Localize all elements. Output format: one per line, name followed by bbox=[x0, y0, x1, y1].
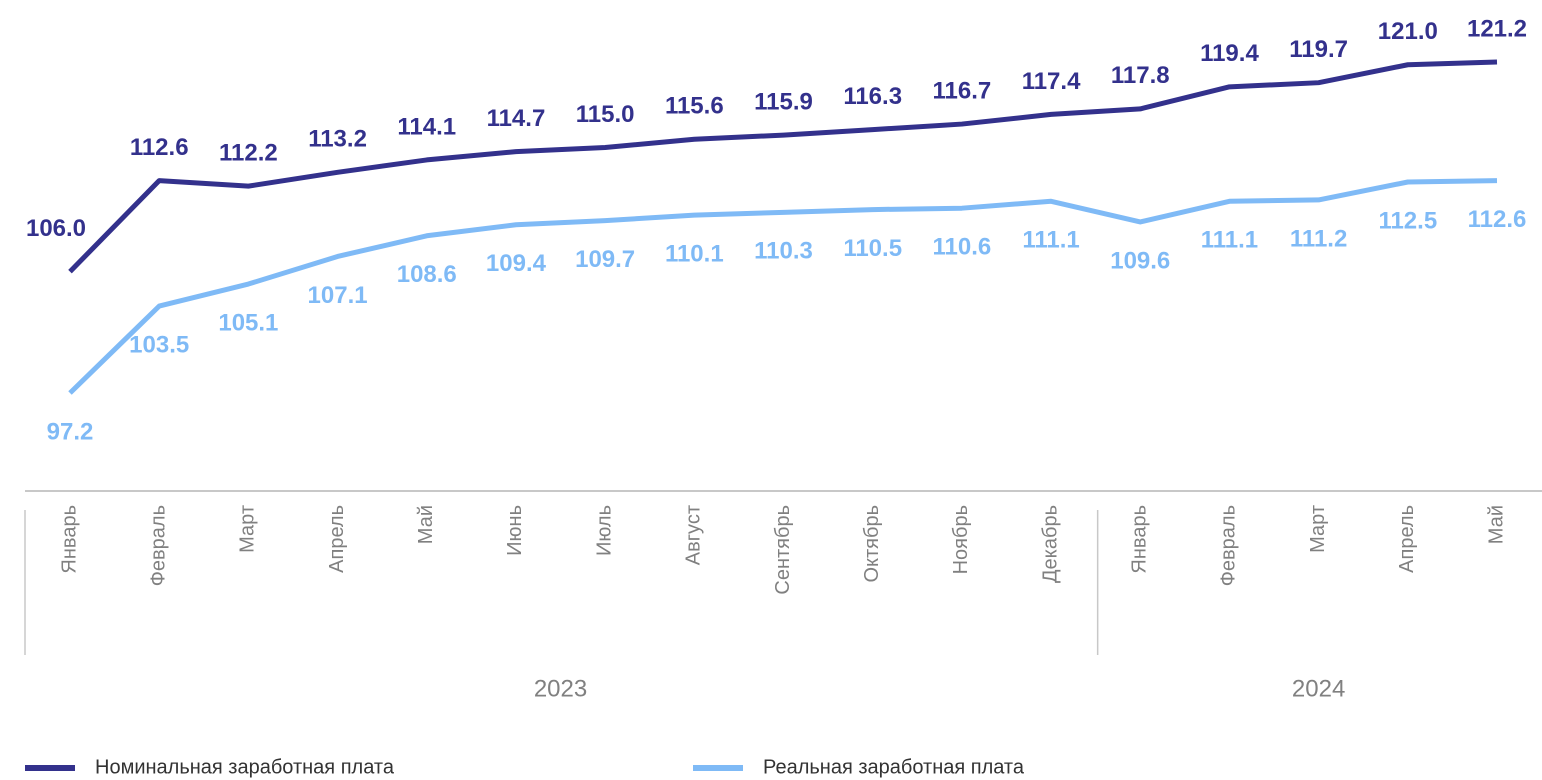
data-label: 121.0 bbox=[1378, 18, 1438, 45]
line bbox=[68, 178, 1498, 395]
data-label: 112.5 bbox=[1378, 207, 1437, 234]
x-tick-label: Февраль bbox=[1218, 505, 1240, 586]
data-label: 106.0 bbox=[26, 215, 86, 242]
data-label: 112.6 bbox=[1468, 206, 1527, 233]
x-tick-label: Март bbox=[1307, 505, 1329, 553]
group-label: 2024 bbox=[1292, 675, 1345, 702]
x-tick-label: Ноябрь bbox=[950, 505, 972, 574]
x-tick-label: Октябрь bbox=[861, 505, 883, 583]
data-label: 110.1 bbox=[665, 240, 724, 267]
data-label: 109.6 bbox=[1110, 247, 1170, 274]
x-tick-label: Март bbox=[237, 505, 259, 553]
data-label: 117.8 bbox=[1111, 62, 1170, 89]
x-tick-label: Сентябрь bbox=[772, 505, 794, 595]
data-label: 115.0 bbox=[576, 101, 635, 128]
data-label: 115.9 bbox=[754, 88, 813, 115]
data-label: 108.6 bbox=[397, 261, 457, 288]
data-label: 117.4 bbox=[1022, 68, 1081, 95]
data-label: 110.3 bbox=[754, 238, 813, 265]
data-label: 121.2 bbox=[1467, 15, 1527, 42]
data-label: 116.3 bbox=[843, 83, 902, 110]
x-tick-label: Февраль bbox=[147, 505, 169, 586]
legend-label: Реальная заработная плата bbox=[763, 756, 1025, 778]
data-label: 103.5 bbox=[129, 331, 189, 358]
data-label: 116.7 bbox=[933, 77, 992, 104]
x-tick-label: Май bbox=[1485, 505, 1507, 544]
x-tick-label: Май bbox=[415, 505, 437, 544]
x-tick-label: Декабрь bbox=[1039, 505, 1061, 583]
x-tick-label: Июль bbox=[593, 505, 615, 556]
data-label: 113.2 bbox=[308, 126, 367, 153]
x-tick-label: Июнь bbox=[504, 505, 526, 556]
x-tick-label: Апрель bbox=[1396, 505, 1418, 573]
data-label: 107.1 bbox=[308, 282, 368, 309]
data-label: 111.1 bbox=[1201, 227, 1258, 254]
data-label: 112.2 bbox=[219, 139, 278, 166]
x-tick-label: Август bbox=[683, 505, 705, 565]
x-tick-label: Январь bbox=[1129, 505, 1151, 574]
group-label: 2023 bbox=[534, 675, 587, 702]
data-label: 119.4 bbox=[1200, 40, 1259, 67]
data-label: 111.2 bbox=[1290, 225, 1347, 252]
data-label: 114.1 bbox=[397, 113, 456, 140]
data-label: 110.5 bbox=[843, 235, 902, 262]
x-tick-label: Январь bbox=[58, 505, 80, 574]
data-label: 112.6 bbox=[130, 134, 189, 161]
data-label: 115.6 bbox=[665, 93, 724, 120]
data-label: 97.2 bbox=[47, 418, 94, 445]
data-label: 114.7 bbox=[487, 105, 546, 132]
legend-label: Номинальная заработная плата bbox=[95, 756, 395, 778]
x-tick-label: Апрель bbox=[326, 505, 348, 573]
data-label: 119.7 bbox=[1289, 36, 1348, 63]
data-label: 110.6 bbox=[933, 234, 992, 261]
data-label: 111.1 bbox=[1022, 227, 1079, 254]
data-label: 109.7 bbox=[575, 246, 635, 273]
data-label: 105.1 bbox=[218, 309, 278, 336]
data-label: 109.4 bbox=[486, 250, 547, 277]
line bbox=[68, 59, 1498, 274]
